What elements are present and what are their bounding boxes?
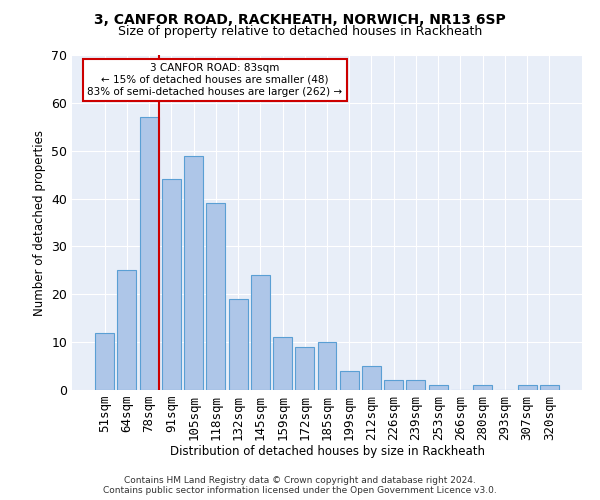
Bar <box>340 371 359 390</box>
Y-axis label: Number of detached properties: Number of detached properties <box>32 130 46 316</box>
Bar <box>206 204 225 390</box>
Bar <box>140 117 158 390</box>
Bar <box>518 385 536 390</box>
Bar <box>184 156 203 390</box>
Bar <box>473 385 492 390</box>
Bar <box>317 342 337 390</box>
Bar <box>95 332 114 390</box>
Text: Contains HM Land Registry data © Crown copyright and database right 2024.
Contai: Contains HM Land Registry data © Crown c… <box>103 476 497 495</box>
Text: Size of property relative to detached houses in Rackheath: Size of property relative to detached ho… <box>118 25 482 38</box>
Bar <box>362 366 381 390</box>
Bar <box>429 385 448 390</box>
Text: 3 CANFOR ROAD: 83sqm
← 15% of detached houses are smaller (48)
83% of semi-detac: 3 CANFOR ROAD: 83sqm ← 15% of detached h… <box>87 64 343 96</box>
Bar <box>273 338 292 390</box>
Bar <box>118 270 136 390</box>
Bar <box>251 275 270 390</box>
Bar <box>295 347 314 390</box>
X-axis label: Distribution of detached houses by size in Rackheath: Distribution of detached houses by size … <box>170 446 485 458</box>
Bar <box>162 180 181 390</box>
Bar <box>540 385 559 390</box>
Bar <box>406 380 425 390</box>
Bar <box>229 299 248 390</box>
Text: 3, CANFOR ROAD, RACKHEATH, NORWICH, NR13 6SP: 3, CANFOR ROAD, RACKHEATH, NORWICH, NR13… <box>94 12 506 26</box>
Bar <box>384 380 403 390</box>
